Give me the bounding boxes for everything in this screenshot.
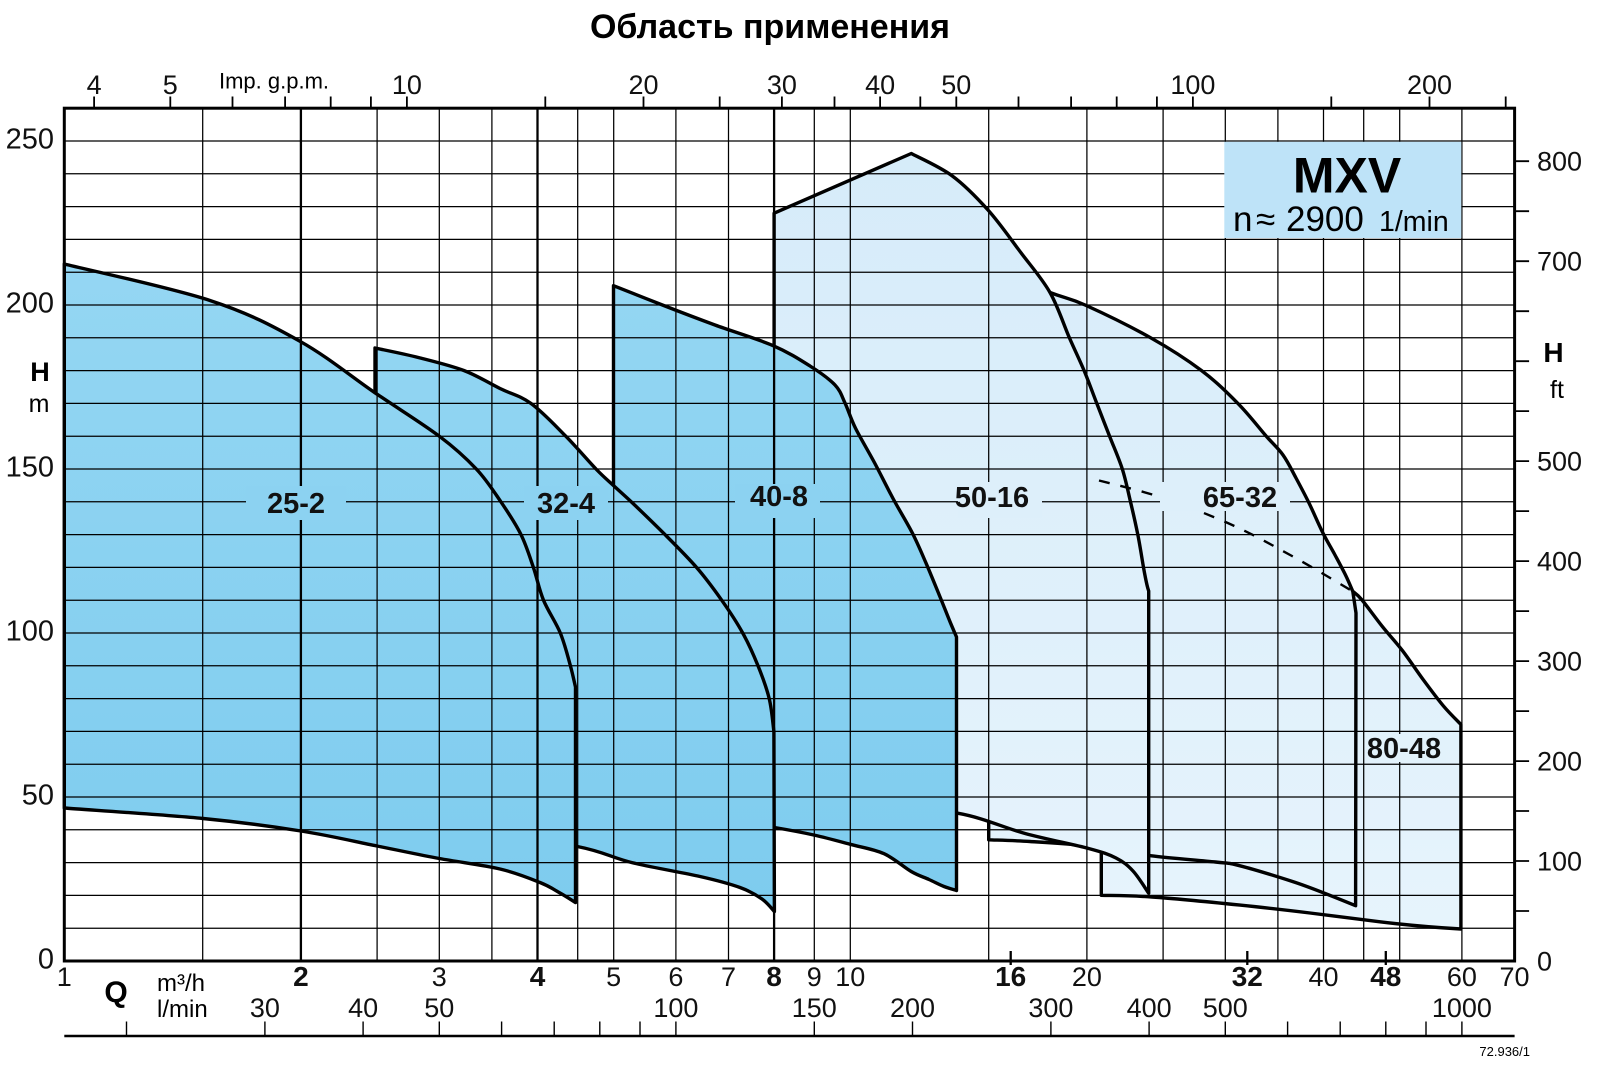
svg-text:1: 1	[57, 962, 72, 992]
svg-text:3: 3	[432, 962, 447, 992]
svg-text:400: 400	[1537, 547, 1582, 577]
svg-text:m: m	[29, 390, 50, 418]
svg-text:5: 5	[163, 70, 178, 100]
svg-text:20: 20	[1072, 962, 1102, 992]
svg-text:500: 500	[1203, 993, 1248, 1023]
svg-text:80-48: 80-48	[1367, 733, 1441, 765]
svg-text:100: 100	[6, 616, 54, 648]
svg-text:32: 32	[1232, 961, 1263, 992]
svg-text:800: 800	[1537, 147, 1582, 177]
svg-text:Imp. g.p.m.: Imp. g.p.m.	[219, 69, 329, 94]
svg-text:MXV: MXV	[1293, 148, 1402, 204]
svg-text:400: 400	[1127, 993, 1172, 1023]
svg-text:50: 50	[424, 993, 454, 1023]
svg-text:10: 10	[835, 962, 865, 992]
svg-text:30: 30	[767, 70, 797, 100]
svg-text:2: 2	[293, 961, 309, 992]
svg-text:H: H	[30, 357, 50, 387]
svg-text:200: 200	[1537, 747, 1582, 777]
svg-text:72.936/1: 72.936/1	[1479, 1044, 1530, 1059]
svg-text:200: 200	[1407, 70, 1452, 100]
svg-text:50: 50	[22, 780, 54, 812]
svg-text:20: 20	[628, 70, 658, 100]
svg-text:200: 200	[890, 993, 935, 1023]
svg-text:10: 10	[392, 70, 422, 100]
svg-text:32-4: 32-4	[537, 488, 595, 520]
svg-text:Q: Q	[104, 976, 127, 1009]
svg-text:ft: ft	[1550, 376, 1564, 404]
svg-text:Область применения: Область применения	[590, 8, 950, 46]
svg-text:200: 200	[6, 288, 54, 320]
svg-text:48: 48	[1370, 961, 1401, 992]
svg-text:700: 700	[1537, 247, 1582, 277]
svg-text:1000: 1000	[1432, 993, 1492, 1023]
svg-text:m³/h: m³/h	[157, 970, 205, 997]
svg-text:300: 300	[1537, 647, 1582, 677]
svg-text:1/min: 1/min	[1379, 206, 1449, 238]
svg-text:6: 6	[668, 962, 683, 992]
svg-text:n: n	[1233, 200, 1252, 239]
svg-text:40-8: 40-8	[750, 481, 808, 513]
svg-text:9: 9	[807, 962, 822, 992]
svg-text:7: 7	[721, 962, 736, 992]
svg-text:500: 500	[1537, 447, 1582, 477]
svg-text:250: 250	[6, 124, 54, 156]
svg-text:0: 0	[38, 944, 54, 976]
svg-text:4: 4	[87, 70, 102, 100]
svg-text:150: 150	[6, 452, 54, 484]
svg-text:5: 5	[606, 962, 621, 992]
svg-text:0: 0	[1537, 947, 1552, 977]
svg-text:8: 8	[766, 961, 782, 992]
svg-text:65-32: 65-32	[1203, 482, 1277, 514]
svg-text:≈: ≈	[1256, 200, 1275, 239]
svg-text:100: 100	[1170, 70, 1215, 100]
svg-text:l/min: l/min	[157, 996, 208, 1023]
svg-text:H: H	[1543, 337, 1563, 368]
svg-text:40: 40	[865, 70, 895, 100]
svg-text:300: 300	[1028, 993, 1073, 1023]
svg-text:2900: 2900	[1286, 200, 1364, 239]
svg-text:100: 100	[1537, 847, 1582, 877]
svg-text:60: 60	[1447, 962, 1477, 992]
svg-text:16: 16	[995, 961, 1026, 992]
svg-text:50-16: 50-16	[955, 482, 1029, 514]
svg-text:4: 4	[530, 961, 546, 992]
svg-text:150: 150	[792, 993, 837, 1023]
svg-text:40: 40	[348, 993, 378, 1023]
svg-text:70: 70	[1499, 962, 1529, 992]
svg-text:25-2: 25-2	[267, 488, 325, 520]
svg-text:30: 30	[250, 993, 280, 1023]
svg-text:50: 50	[941, 70, 971, 100]
svg-text:100: 100	[653, 993, 698, 1023]
svg-text:40: 40	[1308, 962, 1338, 992]
